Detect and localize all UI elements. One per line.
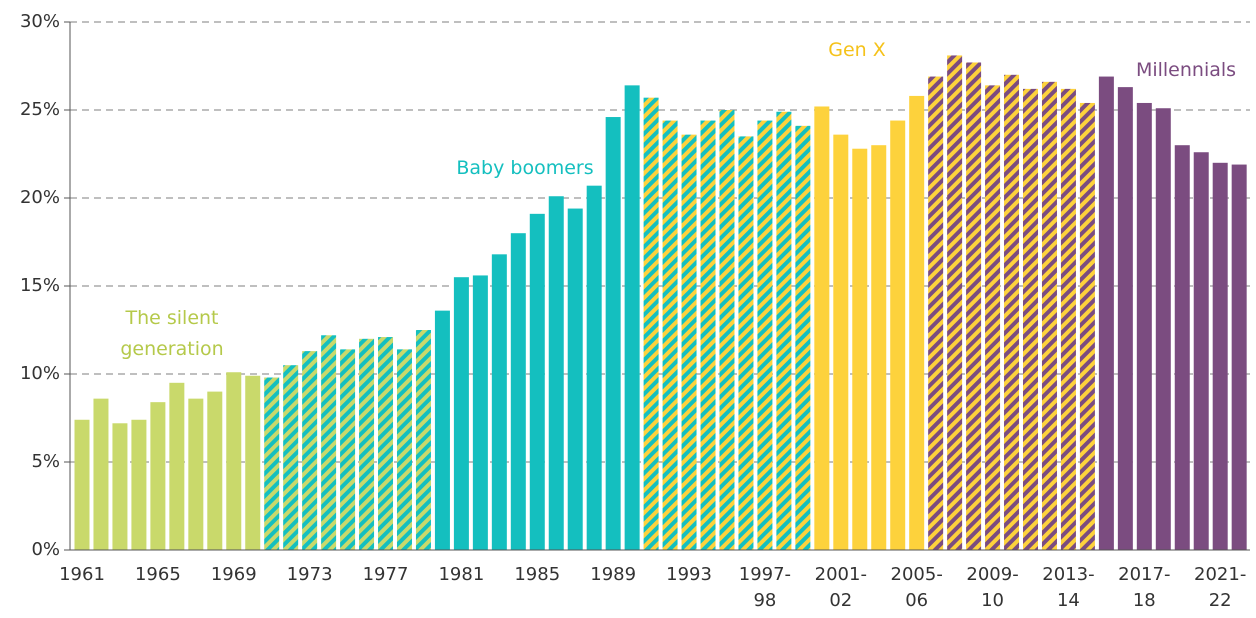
bar (548, 196, 564, 551)
bar (719, 110, 735, 550)
bar (1004, 74, 1020, 551)
x-tick-label: 1977 (362, 564, 409, 585)
x-tick-label: 1969 (210, 564, 257, 585)
bar (795, 125, 811, 550)
bar (359, 338, 375, 550)
x-tick-label: 1997- 98 (738, 564, 792, 611)
bar (833, 134, 849, 550)
bar (529, 213, 545, 550)
y-tick-label: 15% (19, 275, 60, 296)
x-tick-label: 1993 (666, 564, 712, 585)
x-tick-label: 1961 (59, 564, 105, 585)
bar (890, 120, 906, 550)
bar (112, 423, 128, 550)
bar (1060, 88, 1076, 550)
bar (453, 277, 469, 550)
y-tick-label: 10% (19, 363, 60, 384)
bar (738, 136, 754, 550)
annotation: Gen X (828, 39, 886, 61)
bar (1231, 164, 1247, 550)
bar (1098, 76, 1114, 550)
bar (871, 145, 887, 550)
bar (586, 185, 602, 550)
bar (1136, 102, 1152, 551)
bar (814, 106, 830, 550)
bar (1193, 152, 1209, 551)
bar (852, 148, 868, 550)
x-tick-label: 2009- 10 (966, 564, 1019, 611)
bar (188, 398, 204, 550)
x-tick-label: 1981 (438, 564, 485, 585)
x-tick-label: 2005- 06 (890, 564, 943, 611)
bar (757, 120, 773, 550)
bar (283, 365, 299, 550)
bar (321, 335, 337, 550)
bar (776, 111, 792, 550)
x-tick-label: 1989 (590, 564, 637, 585)
x-tick-label: 2021- 22 (1194, 564, 1247, 611)
bar (131, 419, 147, 550)
bar (928, 76, 944, 550)
bar (264, 377, 280, 550)
x-tick-label: 2013- 14 (1042, 564, 1095, 611)
bar (226, 372, 242, 550)
bar (150, 402, 166, 550)
bar (1041, 81, 1057, 550)
bar (947, 55, 963, 550)
bar (378, 337, 394, 550)
bar (340, 349, 356, 550)
bar (662, 120, 678, 550)
bar (1155, 108, 1171, 551)
y-tick-label: 30% (19, 11, 60, 32)
bar (491, 254, 507, 550)
bar (624, 85, 640, 551)
bar (472, 275, 488, 550)
x-tick-label: 2017- 18 (1118, 564, 1171, 611)
y-tick-label: 20% (19, 187, 60, 208)
bar (302, 351, 318, 550)
x-tick-label: 1985 (514, 564, 561, 585)
bar (74, 419, 90, 550)
bar (1079, 102, 1095, 551)
bar (605, 117, 621, 550)
bar (510, 233, 526, 550)
bar (909, 95, 925, 551)
bar (567, 208, 583, 550)
bar (415, 330, 431, 550)
bar (643, 97, 659, 551)
bar (93, 398, 109, 550)
bar (1212, 162, 1228, 551)
bar (169, 382, 185, 550)
bar (681, 134, 697, 550)
x-tick-label: 1965 (134, 564, 181, 585)
bar (1023, 88, 1038, 550)
bar (985, 85, 1001, 551)
bar (245, 375, 261, 550)
annotation: Baby boomers (456, 157, 594, 179)
y-tick-label: 25% (19, 99, 60, 120)
bar (966, 62, 982, 550)
y-tick-label: 5% (31, 451, 60, 472)
y-tick-label: 0% (31, 539, 60, 560)
bar (700, 120, 716, 550)
annotation: Millennials (1135, 59, 1237, 81)
bar (396, 349, 412, 550)
x-tick-label: 2001- 02 (814, 564, 867, 611)
annotation: The silent generation (120, 307, 224, 360)
bar (1174, 145, 1190, 550)
bar (1117, 87, 1133, 551)
bar (207, 391, 223, 550)
x-tick-label: 1973 (286, 564, 333, 585)
bar (434, 310, 450, 550)
